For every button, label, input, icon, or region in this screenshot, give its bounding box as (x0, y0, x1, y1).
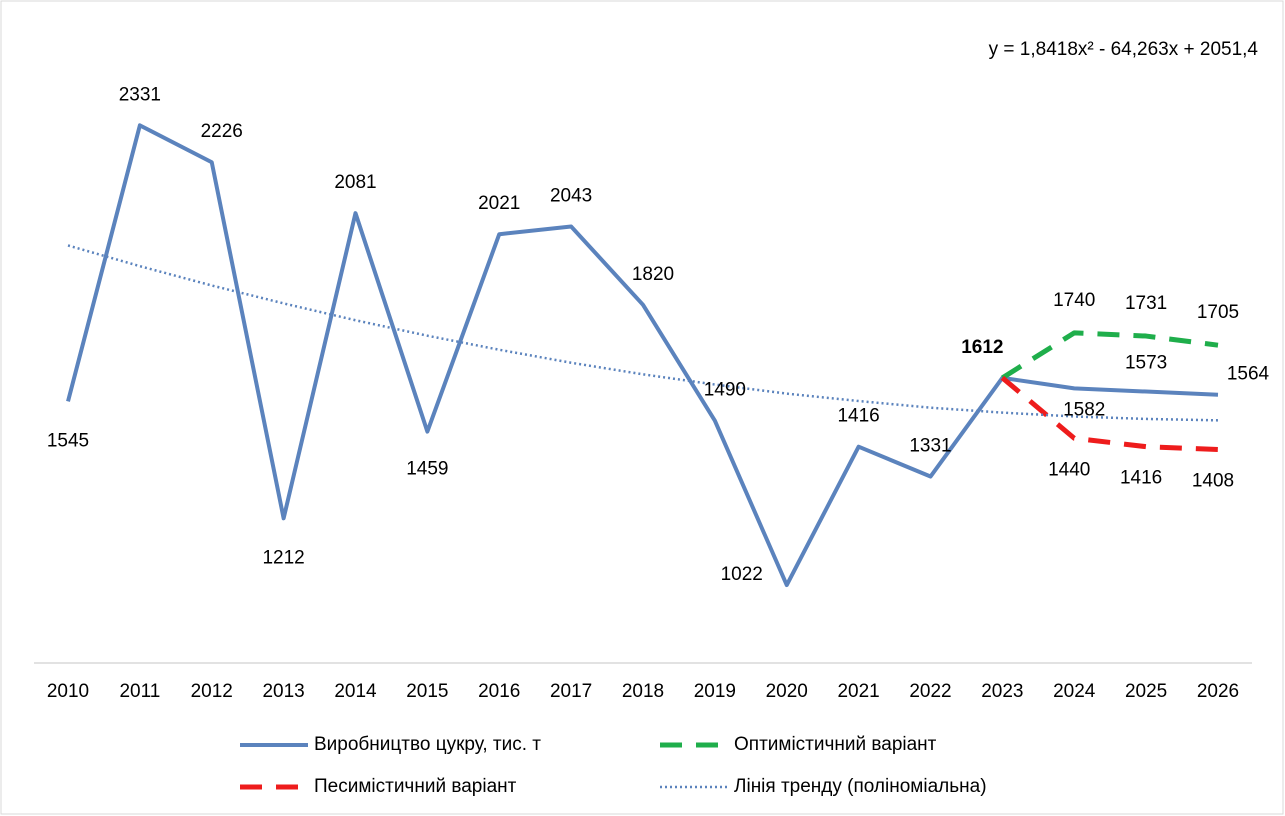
data-label: 1440 (1048, 459, 1090, 480)
x-tick-label: 2016 (478, 681, 520, 702)
data-label: 1022 (721, 564, 763, 585)
data-label: 1731 (1125, 293, 1167, 314)
x-tick-label: 2024 (1053, 681, 1096, 702)
x-tick-label: 2018 (622, 681, 664, 702)
series-line (1000, 375, 1219, 452)
data-label: 1408 (1192, 471, 1234, 492)
data-label: 1705 (1197, 302, 1239, 323)
data-label: 1740 (1053, 290, 1095, 311)
data-label: 1459 (406, 459, 448, 480)
data-label: 1416 (837, 406, 879, 427)
data-label: 1545 (47, 430, 89, 451)
data-label: 1490 (704, 380, 746, 401)
legend-label: Виробництво цукру, тис. т (314, 734, 541, 755)
series-line (1001, 330, 1219, 380)
x-tick-label: 2013 (262, 681, 304, 702)
data-label: 1564 (1227, 364, 1270, 385)
legend-label: Оптимістичний варіант (734, 734, 937, 755)
x-tick-label: 2012 (191, 681, 233, 702)
series-line (67, 244, 1219, 422)
data-label: 2081 (334, 172, 376, 193)
x-tick-label: 2019 (694, 681, 736, 702)
x-tick-label: 2021 (837, 681, 879, 702)
data-label: 2226 (201, 121, 243, 142)
x-tick-label: 2015 (406, 681, 448, 702)
data-label: 1612 (961, 337, 1003, 358)
trend-equation: y = 1,8418x² - 64,263x + 2051,4 (989, 39, 1259, 60)
x-tick-label: 2011 (119, 681, 160, 702)
data-label: 1820 (632, 264, 674, 285)
x-tick-label: 2022 (909, 681, 951, 702)
x-tick-label: 2010 (47, 681, 89, 702)
data-label: 1573 (1125, 353, 1167, 374)
x-tick-label: 2023 (981, 681, 1023, 702)
data-label: 1331 (909, 436, 951, 457)
legend-label: Песимістичний варіант (314, 776, 517, 797)
data-label: 2331 (119, 84, 161, 105)
x-tick-label: 2014 (334, 681, 377, 702)
legend-label: Лінія тренду (поліноміальна) (734, 776, 987, 797)
data-label: 2021 (478, 193, 520, 214)
data-label: 2043 (550, 186, 592, 207)
x-tick-label: 2020 (766, 681, 808, 702)
data-label: 1212 (262, 547, 304, 568)
x-tick-label: 2017 (550, 681, 592, 702)
x-tick-label: 2025 (1125, 681, 1167, 702)
x-tick-label: 2026 (1197, 681, 1239, 702)
data-label: 1416 (1120, 468, 1162, 489)
data-label: 1582 (1063, 399, 1105, 420)
series-line (66, 123, 1219, 588)
